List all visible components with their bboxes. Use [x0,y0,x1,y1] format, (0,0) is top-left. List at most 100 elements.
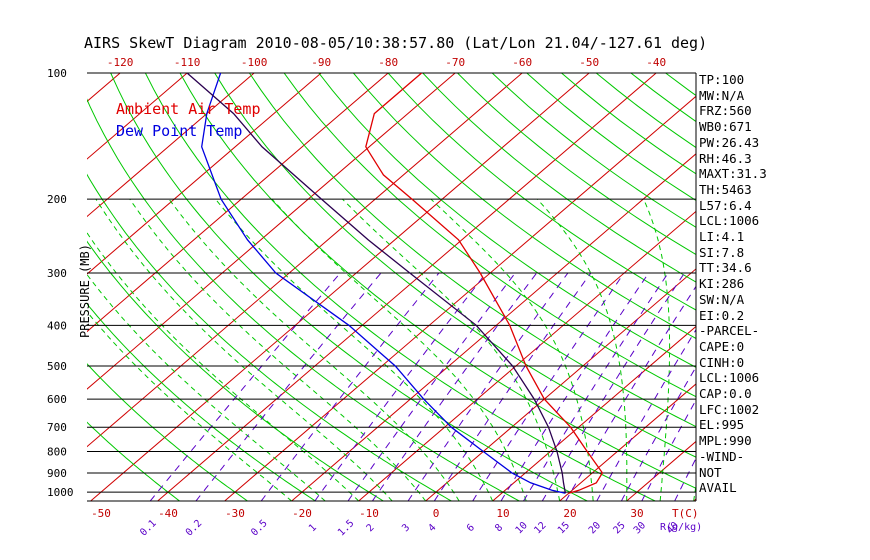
pressure-tick-label: 300 [47,267,67,280]
bottom-temp-tick-label: -20 [292,507,312,520]
mixing-ratio-tick-label: 0.5 [249,518,270,539]
mixing-ratio-line [347,272,516,501]
sounding-index-value: AVAIL [699,480,737,496]
chart-title: AIRS SkewT Diagram 2010-08-05/10:38:57.8… [84,34,708,52]
mixing-ratio-line [541,272,685,501]
mixing-ratio-line [620,366,696,501]
moist-adiabat-line [342,198,561,501]
mixing-ratio-line [641,398,696,501]
top-temp-tick-label: -90 [311,56,331,69]
bottom-temp-tick-label: 0 [433,507,440,520]
top-temp-tick-label: -110 [174,56,201,69]
isotherm-line [87,73,188,160]
mixing-ratio-line [472,272,625,501]
top-temp-tick-label: -70 [445,56,465,69]
sounding-index-value: SI:7.8 [699,244,745,260]
sounding-index-value: TP:100 [699,72,745,87]
sounding-index-value: LI:4.1 [699,229,745,245]
isotherm-line [90,73,590,501]
sounding-index-value: CINH:0 [699,354,745,370]
mixing-ratio-tick-label: 2 [365,522,377,534]
pressure-tick-label: 500 [47,360,67,373]
sounding-index-value: MW:N/A [699,87,745,103]
mixing-ratio-line [500,272,650,501]
dry-adiabat-line [457,73,696,256]
bottom-temp-tick-label: 30 [630,507,643,520]
moist-adiabat-line [87,310,293,501]
top-temp-tick-label: -120 [107,56,134,69]
sounding-index-value: RH:46.3 [699,150,752,166]
dry-adiabat-line [179,73,696,489]
bottom-temp-tick-label: -10 [359,507,379,520]
isotherm-line [87,73,255,218]
sounding-index-value: TT:34.6 [699,260,752,276]
pressure-tick-label: 100 [47,67,67,80]
isobar-lines [87,72,697,502]
sounding-index-value: EI:0.2 [699,307,745,323]
moist-adiabat-line [129,198,427,501]
dry-adiabat-line [283,73,696,398]
mixing-ratio-line [407,272,569,501]
moist-adiabat-line [643,198,671,501]
legend-ambient-air-temp: Ambient Air Temp [116,100,261,118]
mixing-ratio-tick-label: 20 [587,520,603,536]
sounding-index-value: -WIND- [699,448,745,464]
moist-adiabat-line [87,231,360,501]
isotherm-line [224,95,696,501]
sounding-index-value: LFC:1002 [699,401,760,417]
sounding-index-value: WB0:671 [699,119,752,135]
mixing-ratio-lines [149,272,696,501]
dry-adiabat-line [387,73,696,311]
dry-adiabat-line [87,98,520,501]
sounding-index-value: LCL:1006 [699,370,760,386]
dry-adiabat-line [110,73,588,501]
top-temp-tick-label: -100 [241,56,268,69]
moist-adiabat-line [168,198,460,501]
top-temp-tick-label: -60 [512,56,532,69]
moist-adiabat-line [87,273,326,501]
sounding-index-value: MPL:990 [699,433,752,449]
dry-adiabat-line [87,303,316,501]
isotherm-line [559,383,696,501]
mixing-ratio-line [433,272,592,501]
mixing-ratio-tick-label: 15 [556,520,572,536]
dry-adiabat-line [87,421,180,501]
mixing-ratio-tick-label: 10 [514,520,530,536]
dry-adiabat-line [214,73,696,458]
moist-adiabat-line [536,198,628,501]
pressure-tick-label: 800 [47,446,67,459]
mixing-ratio-line [260,272,440,501]
sounding-index-value: CAPE:0 [699,338,745,354]
mixing-ratio-tick-label: 12 [532,520,548,536]
isotherm-line [87,73,523,448]
mixing-ratio-line [149,272,341,501]
isotherm-line [87,73,456,390]
dry-adiabat-line [248,73,696,428]
dry-adiabat-line [144,73,656,501]
temp-axis-label: T(C) [672,507,699,520]
dry-adiabat-line [422,73,696,283]
sounding-indices-panel: TP:100 MW:N/A FRZ:560 WB0:671 PW:26.43 RH:46.… [699,72,767,496]
dew-point-temp-line [201,73,566,494]
pressure-tick-label: 1000 [47,486,74,499]
sounding-index-value: TH:5463 [699,181,752,197]
bottom-temp-tick-label: -40 [158,507,178,520]
bottom-temp-tick-label: -30 [225,507,245,520]
bottom-temp-tick-label: 20 [563,507,576,520]
isotherm-line [87,73,322,275]
mixing-ratio-tick-label: 1 [307,522,319,534]
mixing-ratio-tick-label: 30 [632,520,648,536]
mixing-ratio-tick-label: 0.2 [184,518,205,539]
mixing-ratio-tick-label: 1.5 [336,518,357,539]
sounding-index-value: EL:995 [699,417,745,433]
pressure-tick-label: 700 [47,421,67,434]
legend-dew-point-temp: Dew Point Temp [116,122,243,140]
sounding-index-value: FRZ:560 [699,103,752,119]
moist-adiabat-line [215,198,494,501]
mixing-ratio-tick-label: 0.1 [138,518,159,539]
pressure-tick-label: 600 [47,393,67,406]
pressure-tick-label: 200 [47,193,67,206]
sounding-index-value: CAP:0.0 [699,386,752,402]
